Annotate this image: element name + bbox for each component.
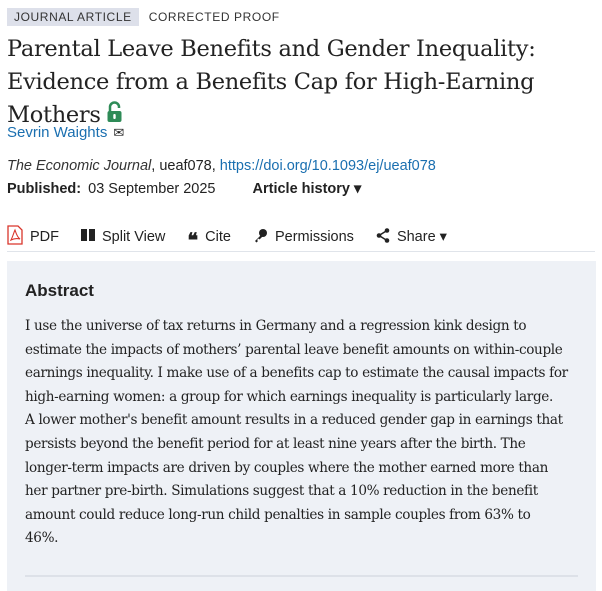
share-icon bbox=[376, 227, 390, 247]
quote-icon: ❝ bbox=[187, 228, 199, 252]
citation-line: The Economic Journal, ueaf078, https://d… bbox=[7, 158, 436, 174]
pdf-label: PDF bbox=[30, 229, 59, 245]
pdf-button[interactable]: PDF bbox=[7, 225, 59, 249]
title-line: Evidence from a Benefits Cap for High-Ea… bbox=[7, 69, 535, 95]
abstract-line: amount could reduce long-run child penal… bbox=[25, 506, 531, 523]
share-label: Share ▾ bbox=[396, 229, 447, 245]
abstract-line: her partner pre-birth. Simulations sugge… bbox=[25, 483, 538, 500]
journal-name: The Economic Journal bbox=[7, 158, 152, 174]
doi-link[interactable]: https://doi.org/10.1093/ej/ueaf078 bbox=[219, 158, 436, 174]
article-type-badge: JOURNAL ARTICLE bbox=[7, 8, 139, 26]
title-line: Parental Leave Benefits and Gender Inequ… bbox=[7, 36, 536, 62]
split-view-label: Split View bbox=[102, 229, 166, 245]
published-label: Published: bbox=[7, 181, 82, 197]
abstract-heading: Abstract bbox=[25, 281, 94, 300]
abstract-section: Abstract I use the universe of tax retur… bbox=[7, 261, 596, 591]
article-id: , ueaf078, bbox=[151, 158, 220, 174]
share-button[interactable]: Share ▾ bbox=[376, 227, 447, 247]
permissions-button[interactable]: Permissions bbox=[253, 228, 354, 247]
abstract-line: persists beyond the benefit period for a… bbox=[25, 435, 526, 452]
abstract-bottom-divider bbox=[25, 575, 578, 577]
abstract-line: I use the universe of tax returns in Ger… bbox=[25, 318, 527, 334]
abstract-line: longer-term impacts are driven by couple… bbox=[25, 459, 548, 476]
author-link[interactable]: Sevrin Waights bbox=[7, 124, 108, 141]
proof-status-label: CORRECTED PROOF bbox=[148, 10, 280, 24]
article-history-dropdown[interactable]: Article history ▾ bbox=[252, 181, 362, 197]
unlocked-padlock-icon bbox=[107, 100, 122, 133]
abstract-line: 46%. bbox=[25, 530, 59, 547]
divider bbox=[7, 251, 595, 252]
published-date: 03 September 2025 bbox=[88, 181, 216, 197]
abstract-text: I use the universe of tax returns in Ger… bbox=[25, 315, 568, 551]
cite-label: Cite bbox=[205, 229, 231, 245]
cite-button[interactable]: ❝ Cite bbox=[187, 227, 231, 252]
envelope-icon[interactable]: ✉ bbox=[113, 124, 125, 140]
article-tags: JOURNAL ARTICLE CORRECTED PROOF bbox=[7, 8, 280, 26]
abstract-line: estimate the impacts of mothers’ parenta… bbox=[25, 341, 563, 358]
split-view-icon bbox=[81, 228, 95, 246]
abstract-line: A lower mother's benefit amount results … bbox=[25, 412, 563, 429]
permissions-label: Permissions bbox=[274, 229, 354, 245]
author: Sevrin Waights ✉ bbox=[7, 124, 124, 141]
pdf-icon bbox=[7, 225, 23, 249]
publication-info: Published: 03 September 2025 Article his… bbox=[7, 181, 361, 197]
abstract-line: earnings inequality. I make use of a ben… bbox=[25, 365, 568, 382]
key-icon bbox=[253, 228, 268, 247]
split-view-button[interactable]: Split View bbox=[81, 228, 165, 246]
page-title: Parental Leave Benefits and Gender Inequ… bbox=[7, 33, 567, 133]
abstract-line: high-earning women: a group for which ea… bbox=[25, 388, 553, 405]
article-toolbar: PDF Split View ❝ Cite Permissions Share … bbox=[7, 225, 469, 252]
title-line: Mothers bbox=[7, 102, 101, 128]
